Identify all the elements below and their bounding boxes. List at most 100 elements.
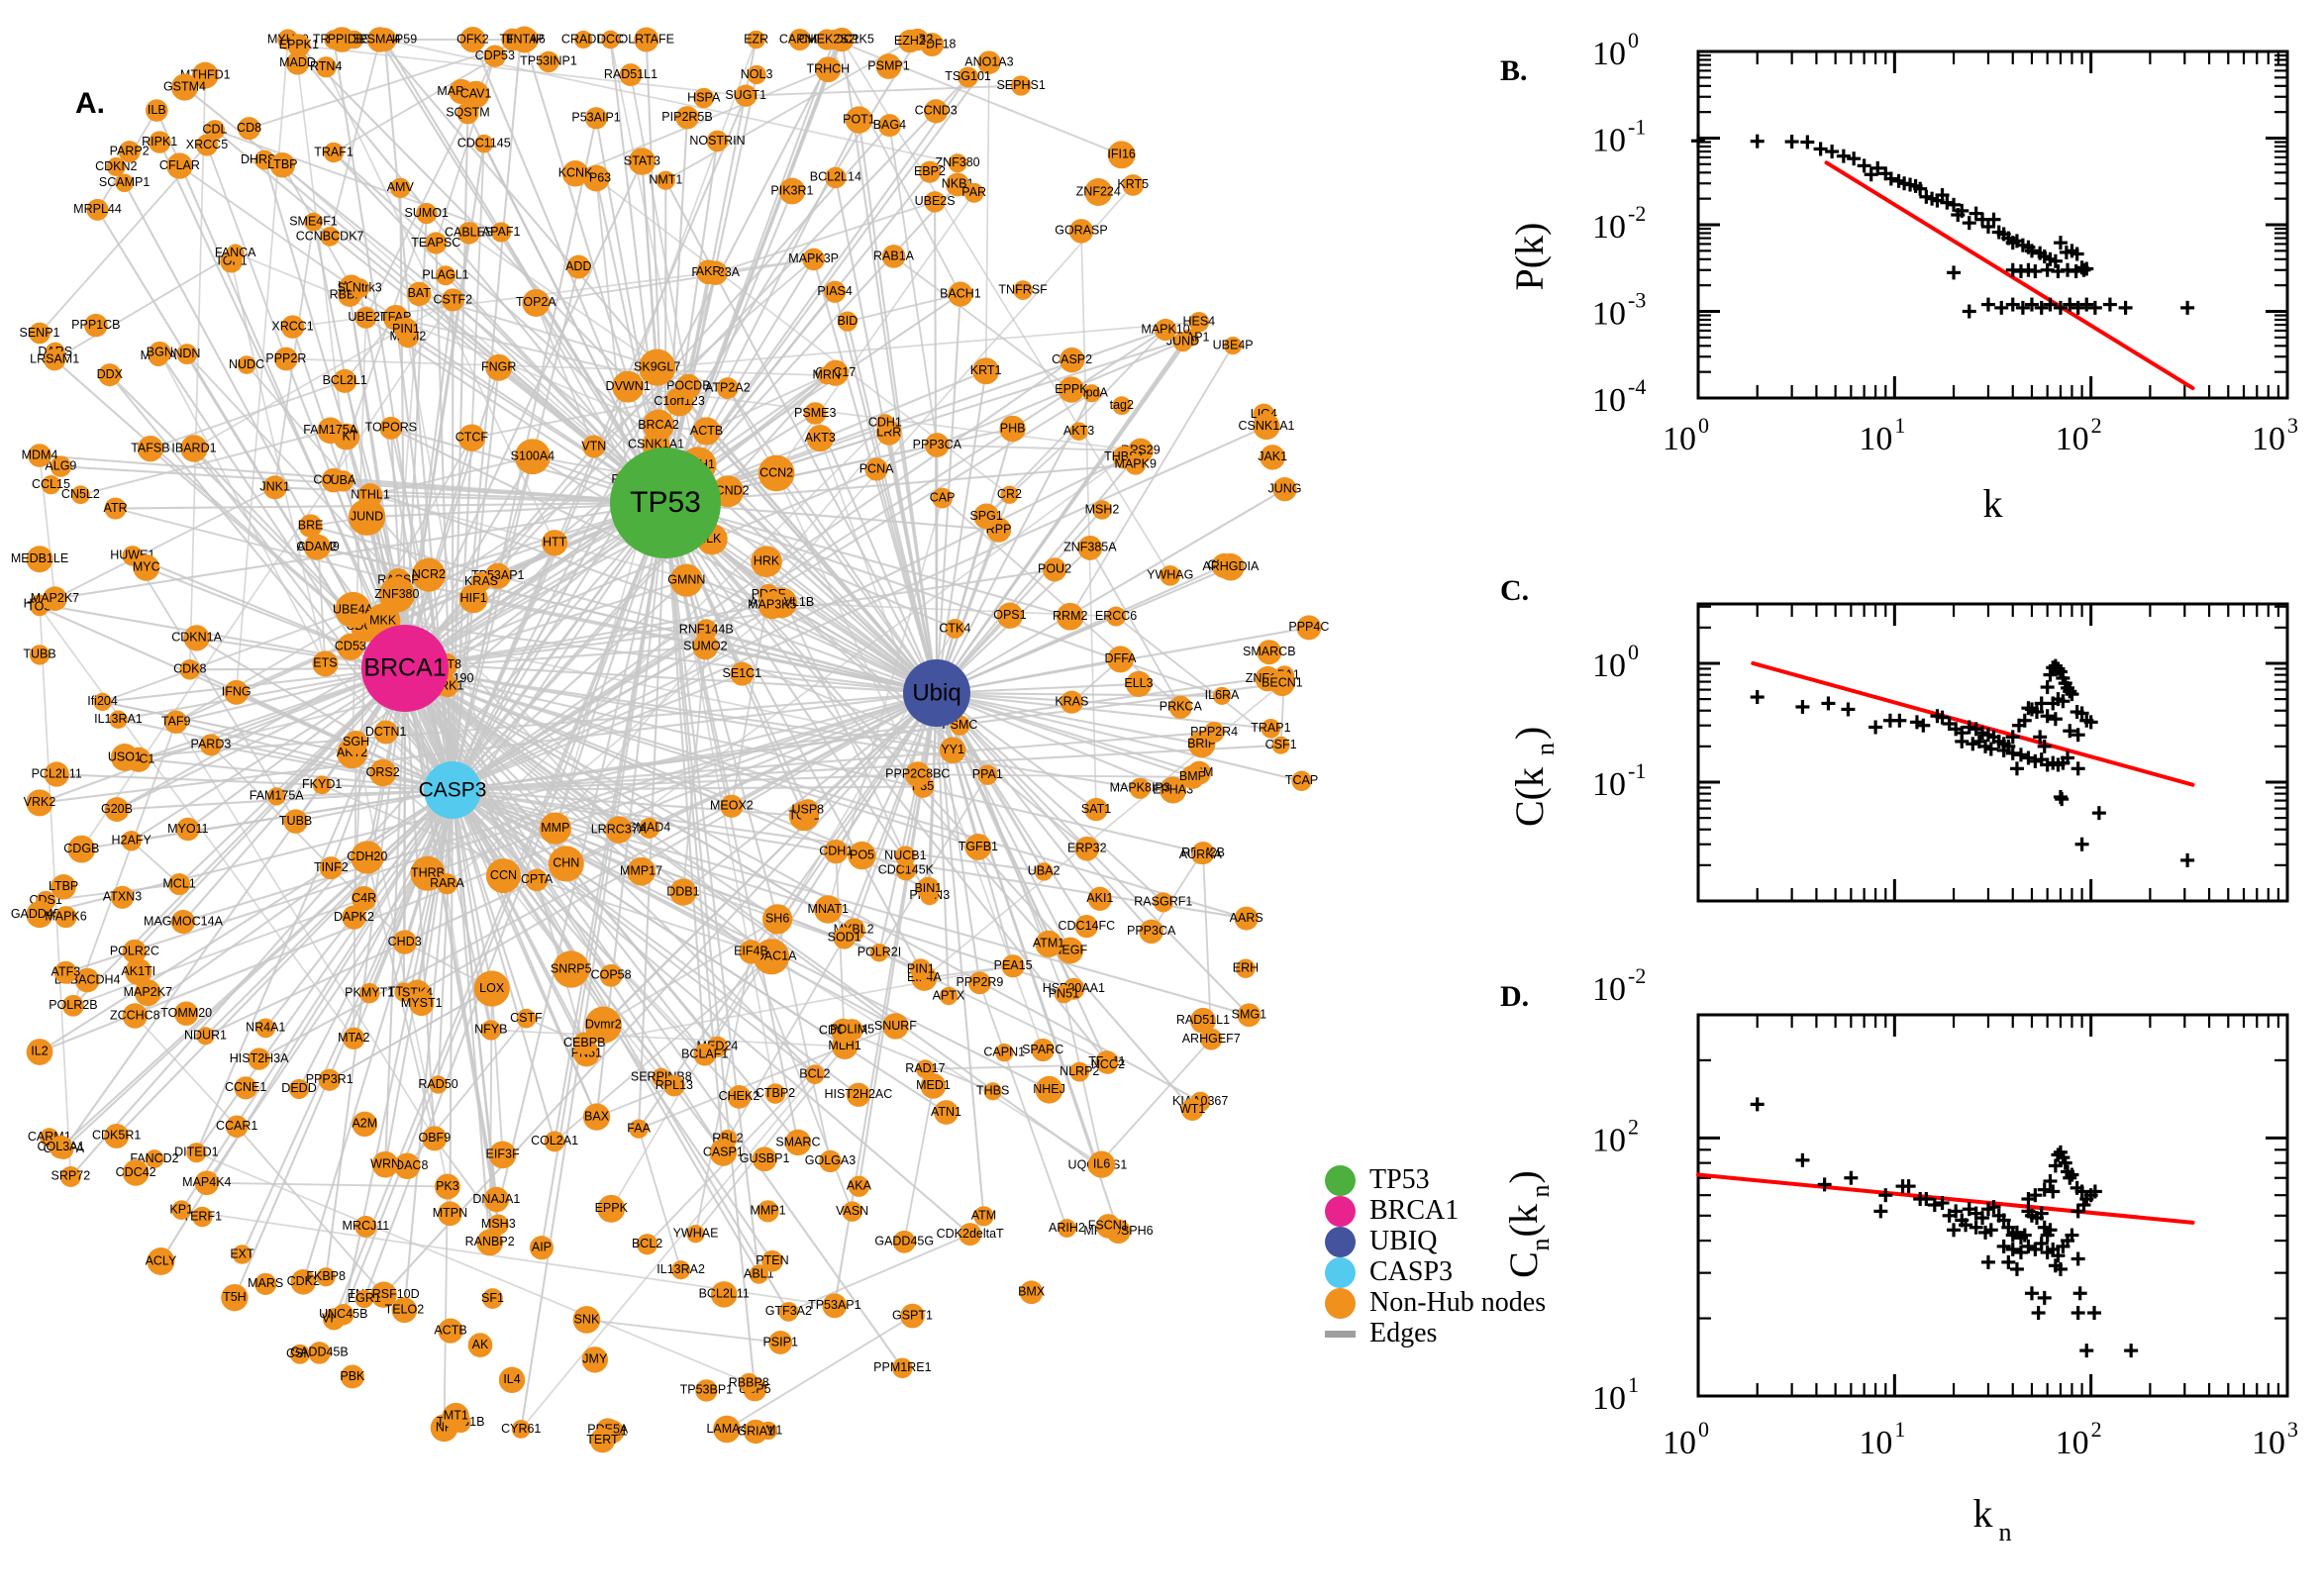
network-node[interactable]: [332, 470, 354, 492]
network-node[interactable]: [1042, 557, 1067, 582]
network-node[interactable]: [1074, 915, 1098, 939]
network-node[interactable]: [137, 435, 164, 462]
network-node[interactable]: [814, 895, 843, 924]
network-node[interactable]: [727, 1085, 752, 1109]
network-node[interactable]: [758, 454, 795, 492]
network-node[interactable]: [639, 817, 660, 839]
network-node[interactable]: [1107, 646, 1135, 673]
network-node[interactable]: [1269, 670, 1295, 697]
network-node[interactable]: [612, 370, 645, 403]
network-node[interactable]: [669, 878, 697, 906]
network-node[interactable]: [584, 107, 608, 130]
network-node[interactable]: [1019, 1280, 1044, 1305]
network-node[interactable]: [1160, 776, 1187, 804]
network-node[interactable]: [806, 425, 834, 452]
network-node[interactable]: [461, 80, 490, 109]
network-node[interactable]: [320, 227, 340, 247]
network-node[interactable]: [273, 347, 298, 371]
network-node[interactable]: [1035, 1075, 1063, 1104]
network-node[interactable]: [285, 51, 310, 75]
network-node[interactable]: [895, 846, 916, 867]
network-node[interactable]: [476, 1229, 504, 1256]
network-node[interactable]: [934, 1100, 959, 1125]
network-node[interactable]: [1261, 719, 1281, 739]
network-node[interactable]: [54, 906, 77, 929]
network-node[interactable]: [183, 625, 210, 651]
network-node[interactable]: [1084, 797, 1108, 822]
network-node[interactable]: [1272, 476, 1297, 502]
network-node[interactable]: [529, 1236, 555, 1260]
network-node[interactable]: [459, 27, 486, 52]
network-node[interactable]: [882, 1013, 909, 1040]
network-node[interactable]: [122, 939, 147, 964]
network-node[interactable]: [425, 232, 448, 254]
network-node[interactable]: [44, 761, 69, 787]
network-node[interactable]: [627, 856, 656, 886]
network-node[interactable]: [581, 1347, 609, 1373]
network-node[interactable]: [675, 106, 699, 130]
network-node[interactable]: [845, 106, 873, 134]
network-node[interactable]: [280, 315, 305, 339]
network-node[interactable]: [842, 1201, 862, 1222]
network-node[interactable]: [115, 173, 134, 193]
network-node[interactable]: [1057, 937, 1084, 964]
network-node[interactable]: [370, 1281, 397, 1308]
network-node[interactable]: [118, 141, 141, 163]
network-node[interactable]: [900, 1303, 925, 1329]
network-node[interactable]: [474, 134, 494, 153]
network-node[interactable]: [1084, 178, 1113, 206]
network-node[interactable]: [764, 1083, 786, 1104]
network-node[interactable]: [909, 958, 932, 980]
network-node[interactable]: [26, 1039, 53, 1065]
network-node[interactable]: [170, 909, 196, 935]
network-node[interactable]: [924, 99, 949, 124]
network-node[interactable]: [483, 1186, 510, 1213]
network-node[interactable]: [290, 1269, 317, 1295]
network-node[interactable]: [946, 172, 970, 197]
network-node[interactable]: [1056, 602, 1084, 631]
network-node[interactable]: [121, 831, 142, 851]
network-node[interactable]: [968, 971, 991, 995]
network-node[interactable]: [180, 435, 208, 462]
network-node[interactable]: [484, 562, 511, 589]
network-node[interactable]: [544, 1131, 565, 1152]
network-node[interactable]: [553, 950, 590, 988]
network-node[interactable]: [514, 439, 551, 475]
network-node[interactable]: [706, 130, 729, 152]
network-node[interactable]: [288, 1078, 310, 1099]
network-node[interactable]: [1191, 846, 1210, 864]
network-node[interactable]: [892, 1357, 913, 1379]
network-node[interactable]: [1180, 764, 1205, 789]
hub-node-brca1[interactable]: [361, 625, 449, 712]
network-node[interactable]: [371, 1150, 399, 1178]
network-node[interactable]: [29, 322, 50, 345]
network-node[interactable]: [841, 1019, 863, 1042]
network-node[interactable]: [226, 244, 245, 262]
network-node[interactable]: [973, 1206, 994, 1227]
network-node[interactable]: [948, 153, 967, 173]
network-node[interactable]: [407, 281, 432, 307]
network-node[interactable]: [1122, 174, 1145, 196]
network-node[interactable]: [713, 1415, 741, 1444]
network-node[interactable]: [758, 591, 786, 620]
network-node[interactable]: [1098, 1055, 1118, 1074]
network-node[interactable]: [145, 1149, 164, 1168]
network-node[interactable]: [904, 761, 931, 788]
network-node[interactable]: [110, 744, 139, 771]
network-node[interactable]: [824, 280, 847, 303]
network-node[interactable]: [995, 1043, 1014, 1062]
network-node[interactable]: [739, 940, 763, 964]
network-node[interactable]: [323, 142, 345, 163]
network-node[interactable]: [125, 957, 152, 986]
network-node[interactable]: [366, 27, 393, 52]
network-node[interactable]: [898, 29, 922, 53]
network-node[interactable]: [305, 534, 331, 560]
network-node[interactable]: [1107, 141, 1136, 169]
network-node[interactable]: [747, 30, 765, 50]
network-node[interactable]: [824, 839, 849, 864]
network-node[interactable]: [1034, 862, 1054, 881]
hub-node-tp53[interactable]: [610, 448, 721, 558]
network-node[interactable]: [663, 1074, 685, 1097]
network-node[interactable]: [254, 150, 275, 170]
network-node[interactable]: [628, 148, 656, 175]
